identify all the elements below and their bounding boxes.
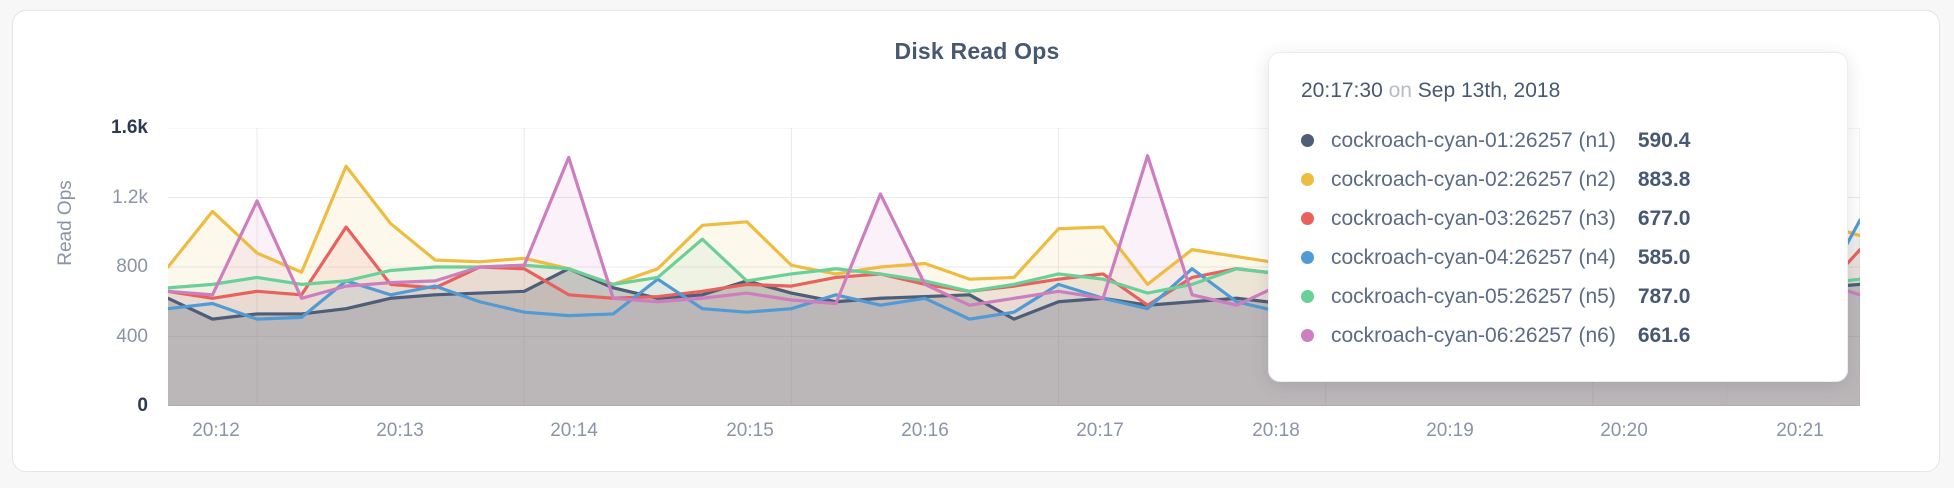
x-tick-2: 20:14 bbox=[550, 420, 598, 441]
tooltip-series-label: cockroach-cyan-06:26257 (n6) bbox=[1331, 323, 1616, 347]
page-title: Disk Read Ops bbox=[894, 38, 1060, 64]
y-tick-4: 1.6k bbox=[111, 117, 148, 138]
tooltip-series-label: cockroach-cyan-03:26257 (n3) bbox=[1331, 206, 1616, 230]
tooltip-series-label: cockroach-cyan-05:26257 (n5) bbox=[1331, 284, 1616, 308]
x-tick-6: 20:18 bbox=[1252, 420, 1300, 441]
x-tick-0: 20:12 bbox=[192, 420, 240, 441]
series-dot-icon bbox=[1301, 212, 1314, 225]
series-dot-icon bbox=[1301, 251, 1314, 264]
tooltip-row-n3: cockroach-cyan-03:26257 (n3) 677.0 bbox=[1301, 199, 1817, 238]
tooltip-series-label: cockroach-cyan-04:26257 (n4) bbox=[1331, 245, 1616, 269]
x-tick-1: 20:13 bbox=[376, 420, 424, 441]
tooltip-on-word: on bbox=[1388, 79, 1412, 102]
tooltip-series-value: 590.4 bbox=[1637, 128, 1691, 152]
y-tick-1: 400 bbox=[116, 325, 148, 347]
tooltip-time: 20:17:30 bbox=[1301, 79, 1383, 102]
tooltip-series-label: cockroach-cyan-02:26257 (n2) bbox=[1331, 167, 1616, 191]
tooltip-series-value: 661.6 bbox=[1637, 323, 1691, 347]
tooltip-series-value: 585.0 bbox=[1637, 245, 1691, 269]
tooltip-header: 20:17:30 on Sep 13th, 2018 bbox=[1301, 79, 1817, 103]
y-tick-3: 1.2k bbox=[112, 186, 148, 208]
tooltip-series-value: 787.0 bbox=[1637, 284, 1691, 308]
x-tick-3: 20:15 bbox=[726, 420, 774, 441]
tooltip-row-n6: cockroach-cyan-06:26257 (n6) 661.6 bbox=[1301, 316, 1817, 355]
tooltip-series-label: cockroach-cyan-01:26257 (n1) bbox=[1331, 128, 1616, 152]
series-dot-icon bbox=[1301, 329, 1314, 342]
tooltip-row-n5: cockroach-cyan-05:26257 (n5) 787.0 bbox=[1301, 277, 1817, 316]
y-tick-2: 800 bbox=[116, 256, 148, 277]
x-tick-7: 20:19 bbox=[1426, 420, 1474, 441]
x-tick-5: 20:17 bbox=[1076, 420, 1124, 441]
tooltip-row-n1: cockroach-cyan-01:26257 (n1) 590.4 bbox=[1301, 121, 1817, 160]
x-tick-8: 20:20 bbox=[1600, 420, 1648, 441]
y-tick-0: 0 bbox=[137, 395, 148, 416]
series-dot-icon bbox=[1301, 173, 1314, 186]
tooltip-series-value: 883.8 bbox=[1637, 167, 1691, 191]
tooltip-date: Sep 13th, 2018 bbox=[1417, 79, 1561, 102]
hover-tooltip: 20:17:30 on Sep 13th, 2018 cockroach-cya… bbox=[1268, 52, 1848, 382]
series-dot-icon bbox=[1301, 290, 1314, 303]
x-tick-9: 20:21 bbox=[1776, 420, 1824, 441]
tooltip-row-n2: cockroach-cyan-02:26257 (n2) 883.8 bbox=[1301, 160, 1817, 199]
x-tick-4: 20:16 bbox=[901, 420, 949, 441]
tooltip-row-n4: cockroach-cyan-04:26257 (n4) 585.0 bbox=[1301, 238, 1817, 277]
tooltip-rows: cockroach-cyan-01:26257 (n1) 590.4 cockroa… bbox=[1301, 121, 1817, 355]
tooltip-series-value: 677.0 bbox=[1637, 206, 1691, 230]
y-axis: Read Ops 1.6k 1.2k 800 400 0 bbox=[38, 0, 148, 488]
series-dot-icon bbox=[1301, 134, 1314, 147]
